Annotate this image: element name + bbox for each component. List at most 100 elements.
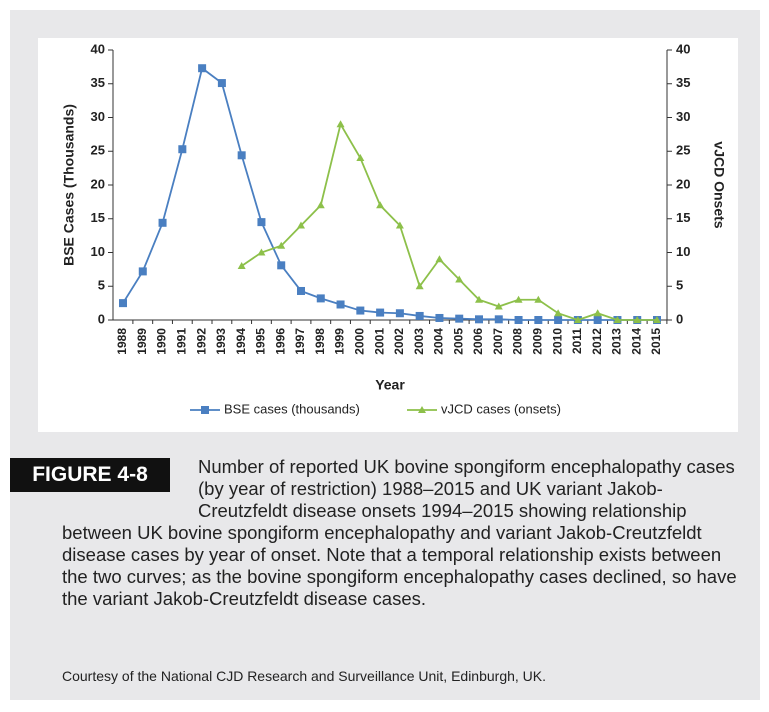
point — [277, 241, 286, 249]
point — [178, 145, 187, 154]
x-tick-label: 1989 — [135, 328, 149, 355]
y-axis-label: BSE Cases (Thousands) — [61, 104, 77, 266]
point — [455, 314, 464, 323]
point — [376, 201, 385, 209]
y2-tick-label: 20 — [676, 176, 690, 191]
x-tick-label: 1999 — [333, 328, 347, 355]
point — [257, 248, 266, 256]
x-tick-label: 2003 — [412, 328, 426, 355]
chart-background — [38, 38, 738, 432]
point — [316, 294, 325, 303]
series-line — [241, 121, 657, 321]
point — [554, 309, 563, 317]
y-tick-label: 5 — [98, 278, 105, 293]
y-tick-label: 35 — [91, 75, 105, 90]
point — [257, 218, 266, 227]
legend-marker — [418, 406, 426, 413]
credit: Courtesy of the National CJD Research an… — [62, 668, 547, 684]
x-tick-label: 1991 — [175, 328, 189, 355]
x-axis-label: Year — [375, 377, 405, 393]
y2-tick-label: 35 — [676, 75, 690, 90]
x-tick-label: 1990 — [155, 328, 169, 355]
point — [237, 262, 246, 269]
figure-label: FIGURE 4-8 — [10, 458, 170, 492]
point — [395, 221, 404, 229]
point — [475, 315, 483, 324]
point — [435, 255, 444, 263]
point — [336, 300, 345, 309]
point — [376, 308, 385, 317]
x-tick-label: 1996 — [273, 328, 287, 355]
x-tick-label: 2010 — [550, 328, 564, 355]
point — [633, 316, 642, 323]
y-tick-label: 30 — [91, 109, 105, 124]
y-tick-label: 40 — [91, 41, 105, 56]
point — [494, 315, 503, 324]
point — [217, 79, 226, 88]
point — [277, 261, 286, 270]
point — [138, 267, 147, 276]
point — [593, 309, 602, 317]
legend-label: BSE cases (thousands) — [224, 401, 360, 416]
point — [198, 64, 207, 73]
x-tick-label: 2005 — [451, 328, 465, 355]
point — [297, 286, 305, 295]
point — [158, 218, 167, 227]
legend-marker — [201, 406, 209, 414]
point — [475, 295, 483, 303]
series-line — [122, 66, 657, 321]
x-tick-label: 2000 — [353, 328, 367, 355]
x-tick-label: 1995 — [254, 328, 268, 355]
point — [514, 295, 523, 303]
x-tick-label: 2002 — [392, 328, 406, 355]
x-tick-label: 1993 — [214, 328, 228, 355]
x-tick-label: 2014 — [629, 328, 643, 355]
x-tick-label: 2004 — [432, 328, 446, 355]
x-tick-label: 1997 — [293, 328, 307, 355]
y2-tick-label: 40 — [676, 41, 690, 56]
point — [316, 201, 325, 209]
x-tick-label: 2008 — [511, 328, 525, 355]
point — [297, 221, 305, 229]
point — [119, 299, 127, 308]
y2-tick-label: 10 — [676, 244, 690, 259]
x-tick-label: 2001 — [372, 328, 386, 355]
x-tick-label: 2015 — [649, 328, 663, 355]
y2-tick-label: 30 — [676, 109, 690, 124]
y2-tick-label: 25 — [676, 143, 690, 158]
point — [455, 275, 464, 283]
point — [336, 120, 345, 128]
point — [653, 316, 661, 323]
y2-tick-label: 5 — [676, 278, 683, 293]
point — [356, 306, 365, 315]
point — [435, 313, 444, 322]
legend-label: vJCD cases (onsets) — [441, 401, 561, 416]
x-tick-label: 2013 — [610, 328, 624, 355]
point — [573, 316, 582, 323]
y2-axis-label: vJCD Onsets — [711, 141, 727, 228]
x-tick-label: 2006 — [471, 328, 485, 355]
y-tick-label: 15 — [91, 210, 105, 225]
point — [514, 316, 523, 324]
x-tick-label: 1988 — [115, 328, 129, 355]
x-tick-label: 2011 — [570, 328, 584, 354]
point — [356, 154, 365, 161]
caption: Number of reported UK bovine spongiform … — [62, 456, 737, 609]
x-tick-label: 2012 — [590, 328, 604, 355]
point — [415, 311, 424, 320]
y-tick-label: 10 — [91, 244, 105, 259]
point — [613, 316, 622, 323]
x-tick-label: 2007 — [491, 328, 505, 355]
point — [554, 316, 563, 324]
y-tick-label: 25 — [91, 143, 105, 158]
x-tick-label: 1994 — [234, 328, 248, 355]
y-tick-label: 0 — [98, 311, 105, 326]
point — [494, 302, 503, 310]
point — [534, 316, 543, 324]
point — [237, 151, 246, 160]
point — [415, 282, 424, 290]
point — [534, 295, 543, 303]
x-tick-label: 1992 — [194, 328, 208, 355]
y-tick-label: 20 — [91, 176, 105, 191]
